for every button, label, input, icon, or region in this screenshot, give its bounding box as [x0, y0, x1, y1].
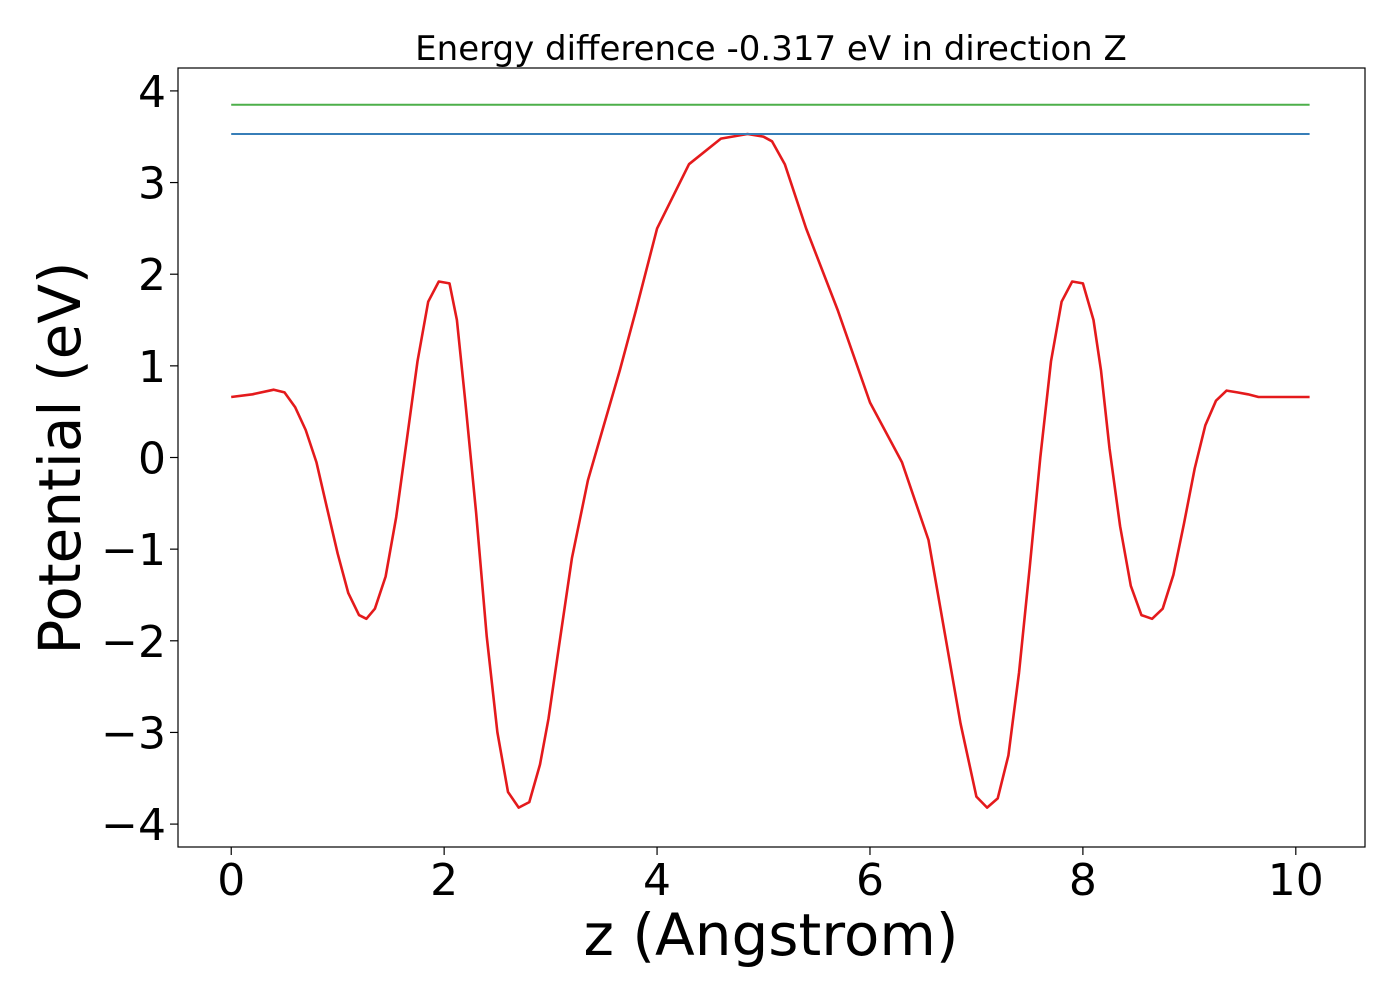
x-tick-label: 10 — [1268, 855, 1324, 906]
y-tick-label: 2 — [138, 250, 166, 301]
x-tick-label: 6 — [856, 855, 884, 906]
y-axis-label: Potential (eV) — [26, 261, 94, 654]
chart-title: Energy difference -0.317 eV in direction… — [415, 29, 1127, 69]
x-tick-label: 0 — [217, 855, 245, 906]
y-tick-label: 1 — [138, 342, 166, 393]
x-axis: 0 2 4 6 8 10 — [217, 847, 1324, 906]
y-axis: −4 −3 −2 −1 0 1 2 3 4 — [101, 67, 178, 851]
series-line-1 — [231, 132, 1310, 809]
x-tick-label: 2 — [430, 855, 458, 906]
x-tick-label: 8 — [1069, 855, 1097, 906]
y-tick-label: 3 — [138, 159, 166, 210]
x-axis-label: z (Angstrom) — [584, 901, 959, 969]
y-tick-label: 0 — [138, 434, 166, 485]
y-tick-label: 4 — [138, 67, 166, 118]
y-tick-label: −3 — [101, 708, 166, 759]
y-tick-label: −1 — [101, 525, 166, 576]
series-layer — [231, 103, 1310, 809]
x-tick-label: 4 — [643, 855, 671, 906]
y-tick-label: −2 — [101, 617, 166, 668]
y-tick-label: −4 — [101, 800, 166, 851]
